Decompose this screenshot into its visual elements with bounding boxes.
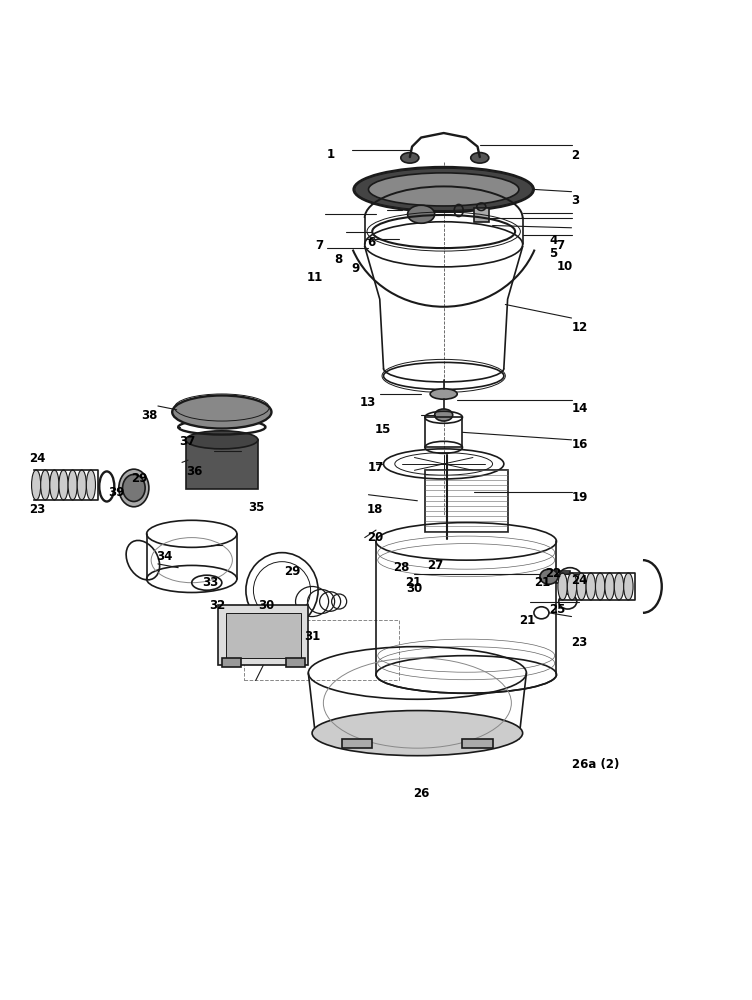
Text: 27: 27 <box>427 559 444 572</box>
Text: 25: 25 <box>549 603 566 616</box>
Text: 15: 15 <box>374 423 391 436</box>
Ellipse shape <box>430 389 457 399</box>
Ellipse shape <box>567 573 577 600</box>
Ellipse shape <box>68 470 77 500</box>
Text: 21: 21 <box>405 576 421 589</box>
Bar <box>218 605 308 665</box>
Text: 7: 7 <box>315 239 323 252</box>
Ellipse shape <box>123 474 145 502</box>
Text: 35: 35 <box>248 501 265 514</box>
Text: 18: 18 <box>367 503 384 516</box>
Ellipse shape <box>172 395 271 429</box>
Text: 7: 7 <box>556 239 565 252</box>
Text: 26: 26 <box>413 787 429 800</box>
Text: 23: 23 <box>572 636 588 649</box>
Ellipse shape <box>586 573 596 600</box>
Bar <box>462 739 493 748</box>
Ellipse shape <box>50 470 59 500</box>
Ellipse shape <box>435 409 453 421</box>
Ellipse shape <box>540 569 558 584</box>
Text: 24: 24 <box>29 452 45 465</box>
Text: 39: 39 <box>108 486 124 499</box>
Ellipse shape <box>614 573 623 600</box>
Text: 3: 3 <box>572 194 580 207</box>
Bar <box>556 571 570 583</box>
Ellipse shape <box>86 470 96 500</box>
Text: 24: 24 <box>572 574 588 587</box>
Text: 21: 21 <box>519 614 535 627</box>
Text: 4: 4 <box>549 234 557 247</box>
Text: 11: 11 <box>307 271 323 284</box>
Bar <box>342 739 372 748</box>
Ellipse shape <box>32 470 41 500</box>
Text: 37: 37 <box>179 435 196 448</box>
Bar <box>186 440 258 489</box>
Ellipse shape <box>77 470 86 500</box>
Ellipse shape <box>471 153 489 163</box>
Text: 14: 14 <box>572 402 588 415</box>
Ellipse shape <box>577 573 586 600</box>
Text: 29: 29 <box>284 565 301 578</box>
Bar <box>425 470 508 532</box>
Text: 33: 33 <box>202 576 218 589</box>
Text: 8: 8 <box>334 253 342 266</box>
Ellipse shape <box>558 573 567 600</box>
Text: 30: 30 <box>406 582 423 595</box>
Ellipse shape <box>623 573 633 600</box>
Text: 21: 21 <box>534 576 550 589</box>
Text: 5: 5 <box>549 247 557 260</box>
Text: 31: 31 <box>305 630 321 643</box>
Text: 23: 23 <box>29 503 45 516</box>
Bar <box>474 208 489 222</box>
Text: 16: 16 <box>572 438 588 451</box>
Text: 32: 32 <box>209 599 226 612</box>
Ellipse shape <box>368 173 519 206</box>
Text: 30: 30 <box>258 599 274 612</box>
Ellipse shape <box>41 470 50 500</box>
Text: 2: 2 <box>572 149 580 162</box>
Text: 12: 12 <box>572 321 588 334</box>
Ellipse shape <box>312 711 523 756</box>
Text: 26a (2): 26a (2) <box>572 758 619 771</box>
Text: 34: 34 <box>156 550 173 563</box>
Ellipse shape <box>186 431 258 449</box>
Ellipse shape <box>408 205 435 223</box>
Text: 1: 1 <box>326 148 335 161</box>
Ellipse shape <box>596 573 605 600</box>
Bar <box>286 658 305 667</box>
Text: 13: 13 <box>359 396 376 409</box>
Text: 38: 38 <box>141 409 158 422</box>
Bar <box>226 613 301 658</box>
Ellipse shape <box>605 573 614 600</box>
Text: 36: 36 <box>186 465 203 478</box>
Text: 9: 9 <box>351 262 359 275</box>
Text: 19: 19 <box>572 491 588 504</box>
Text: 29: 29 <box>132 472 148 485</box>
Ellipse shape <box>401 153 419 163</box>
Text: 17: 17 <box>367 461 384 474</box>
Text: 6: 6 <box>368 236 376 249</box>
Text: 20: 20 <box>367 531 384 544</box>
Bar <box>425 417 462 447</box>
Ellipse shape <box>353 167 534 212</box>
Text: 28: 28 <box>393 561 410 574</box>
Ellipse shape <box>59 470 68 500</box>
Ellipse shape <box>119 469 149 507</box>
Text: 22: 22 <box>545 567 562 580</box>
Bar <box>222 658 241 667</box>
Text: 10: 10 <box>556 260 573 273</box>
